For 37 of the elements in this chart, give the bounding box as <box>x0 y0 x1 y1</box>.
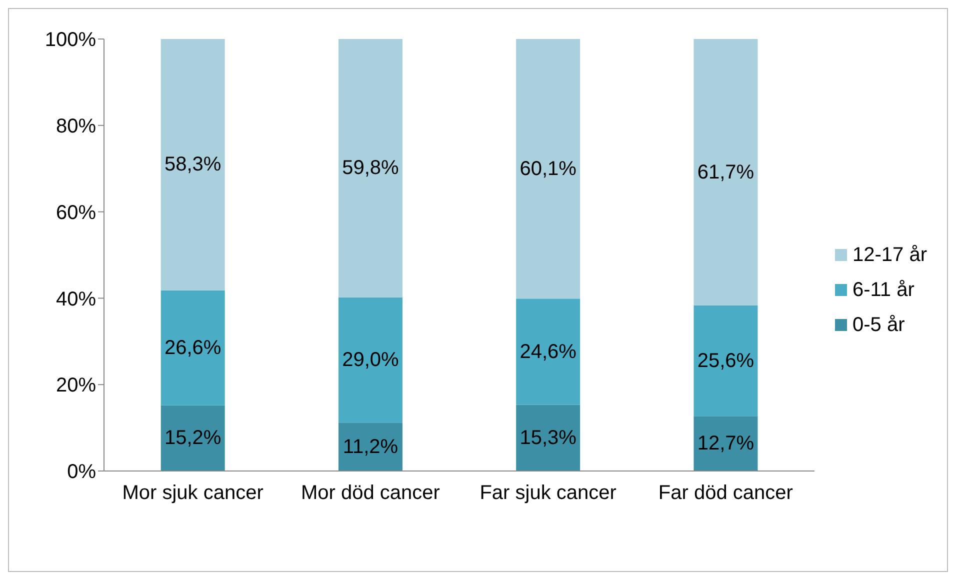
legend-label: 12-17 år <box>852 244 927 266</box>
data-label: 11,2% <box>342 436 398 458</box>
data-label: 58,3% <box>164 154 222 176</box>
bar <box>338 422 402 471</box>
data-label: 15,3% <box>520 426 577 449</box>
y-tick-label: 40% <box>56 288 96 310</box>
y-tick-label: 20% <box>56 374 96 397</box>
data-label: 29,0% <box>342 348 400 371</box>
data-label: 26,6% <box>164 336 222 359</box>
bar <box>694 416 758 471</box>
bar <box>160 39 225 290</box>
data-label: 25,6% <box>697 350 754 372</box>
y-tick-label: 80% <box>56 116 96 138</box>
x-tick-label: Mor sjuk cancer <box>122 482 264 504</box>
legend-label: 6-11 år <box>852 278 914 302</box>
bar <box>338 39 402 298</box>
bar <box>516 298 580 405</box>
bar <box>516 39 580 299</box>
bar <box>338 297 402 423</box>
x-tick-label: Mor död cancer <box>300 482 440 504</box>
y-tick-label: 60% <box>56 202 96 224</box>
data-label: 60,1% <box>520 158 577 180</box>
bar <box>160 405 225 471</box>
y-tick-label: 0% <box>67 461 96 484</box>
data-label: 24,6% <box>520 340 577 363</box>
x-tick-label: Far sjuk cancer <box>480 482 617 504</box>
bar <box>694 39 758 306</box>
data-label: 59,8% <box>342 157 400 180</box>
legend-label: 0-5 år <box>852 314 905 336</box>
bar <box>516 404 580 471</box>
data-label: 12,7% <box>697 432 754 455</box>
x-tick-label: Far död cancer <box>658 482 794 504</box>
bar <box>160 290 225 406</box>
y-tick-label: 100% <box>44 29 96 52</box>
data-label: 15,2% <box>164 427 222 450</box>
data-label: 61,7% <box>697 161 754 184</box>
bar <box>694 306 758 416</box>
